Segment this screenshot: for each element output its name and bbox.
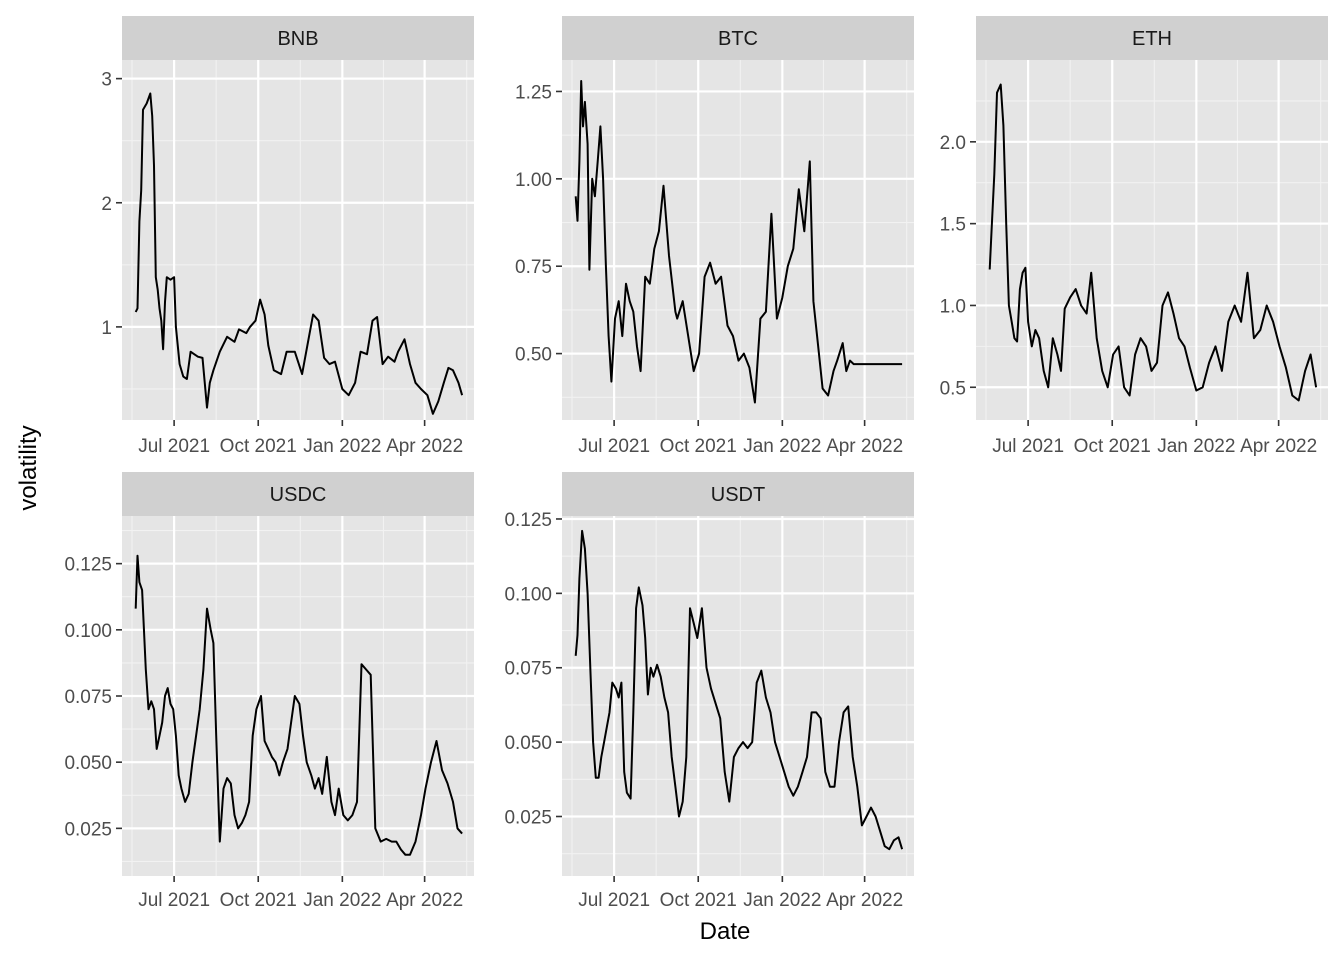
facet-strip-label: BNB (277, 28, 318, 50)
y-tick-label: 0.125 (504, 510, 552, 531)
facet-strip (562, 16, 914, 60)
facet-strip-label: BTC (718, 28, 758, 50)
facet-usdt: USDT 0.025 0.050 0.075 0.100 0.125 Jul 2021 Oct… (504, 472, 914, 911)
y-tick-label: 1.5 (940, 215, 966, 236)
y-tick-label: 0.100 (64, 621, 112, 642)
x-tick-label: Jul 2021 (138, 890, 210, 911)
x-tick-label: Jul 2021 (578, 890, 650, 911)
x-tick-label: Apr 2022 (386, 890, 463, 911)
y-tick-label: 0.50 (515, 345, 552, 366)
volatility-line-btc (574, 80, 903, 404)
x-tick-label: Oct 2021 (1074, 436, 1151, 457)
volatility-line-usdc (134, 554, 463, 856)
y-tick-label: 0.075 (64, 687, 112, 708)
x-tick-label: Oct 2021 (220, 890, 297, 911)
facet-strip (122, 16, 474, 60)
y-tick-label: 0.025 (504, 807, 552, 828)
y-tick-label: 2.0 (940, 133, 966, 154)
x-tick-label: Jan 2022 (1157, 436, 1235, 457)
y-tick-label: 0.5 (940, 378, 966, 399)
facet-strip (122, 472, 474, 516)
x-tick-label: Jan 2022 (743, 890, 821, 911)
facet-strip (976, 16, 1328, 60)
facet-strip (562, 472, 914, 516)
y-tick-label: 0.75 (515, 257, 552, 278)
y-tick-label: 2 (101, 194, 112, 215)
x-tick-label: Jul 2021 (578, 436, 650, 457)
x-tick-label: Jan 2022 (303, 436, 381, 457)
x-tick-label: Jan 2022 (743, 436, 821, 457)
panel-background (976, 60, 1328, 420)
x-tick-label: Oct 2021 (220, 436, 297, 457)
y-tick-label: 1.25 (515, 82, 552, 103)
y-tick-label: 0.025 (64, 819, 112, 840)
facet-usdc: USDC 0.025 0.050 0.075 0.100 0.125 Jul 2021 Oct… (64, 472, 474, 911)
facet-strip-label: USDC (270, 484, 327, 506)
y-tick-label: 0.075 (504, 659, 552, 680)
facet-btc: BTC 0.50 0.75 1.00 1.25 Jul 2021 Oct 2021 Jan 2… (515, 16, 914, 457)
volatility-line-usdt (574, 529, 904, 851)
x-tick-label: Oct 2021 (660, 890, 737, 911)
facet-bnb: BNB 1 2 3 Jul 2021 Oct 2021 Jan 2022 Apr 2022 (101, 16, 474, 457)
x-axis-title: Date (700, 918, 751, 945)
y-tick-label: 0.125 (64, 555, 112, 576)
facet-strip-label: ETH (1132, 28, 1172, 50)
y-tick-label: 3 (101, 70, 112, 91)
facet-eth: ETH 0.5 1.0 1.5 2.0 Jul 2021 Oct 2021 Jan 2022 A… (940, 16, 1328, 457)
volatility-line-bnb (134, 92, 464, 415)
x-tick-label: Oct 2021 (660, 436, 737, 457)
x-tick-label: Apr 2022 (826, 890, 903, 911)
x-tick-label: Jan 2022 (303, 890, 381, 911)
y-axis-title: volatility (15, 425, 42, 510)
y-tick-label: 1.0 (940, 296, 966, 317)
y-tick-label: 1.00 (515, 170, 552, 191)
x-tick-label: Apr 2022 (826, 436, 903, 457)
x-tick-label: Jul 2021 (992, 436, 1064, 457)
y-tick-label: 0.050 (64, 753, 112, 774)
y-tick-label: 1 (101, 318, 112, 339)
y-tick-label: 0.050 (504, 733, 552, 754)
y-tick-label: 0.100 (504, 584, 552, 605)
x-tick-label: Apr 2022 (386, 436, 463, 457)
x-tick-label: Jul 2021 (138, 436, 210, 457)
facet-strip-label: USDT (711, 484, 765, 506)
x-tick-label: Apr 2022 (1240, 436, 1317, 457)
volatility-line-eth (988, 83, 1318, 402)
